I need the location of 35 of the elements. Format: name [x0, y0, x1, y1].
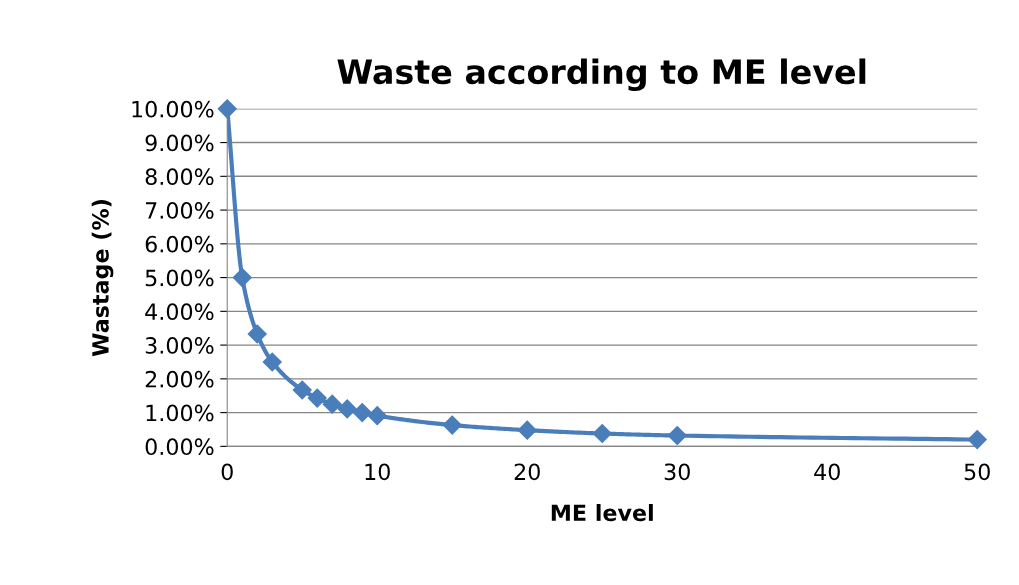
point	[517, 420, 537, 440]
y-axis-title: Wastage (%)	[91, 200, 114, 357]
point	[322, 394, 342, 414]
x-tick-label: 0	[221, 463, 233, 481]
point	[967, 430, 987, 450]
y-tick-label: 0.00%	[145, 438, 214, 456]
y-tick-label: 7.00%	[145, 202, 214, 219]
y-tick-label: 3.00%	[145, 337, 214, 354]
point	[307, 388, 327, 408]
point	[262, 352, 282, 372]
y-tick-label: 10.00%	[132, 100, 214, 118]
y-tick-label: 2.00%	[145, 370, 214, 388]
point	[352, 403, 372, 423]
y-tick-label: 1.00%	[146, 404, 214, 422]
x-tick-label: 30	[664, 463, 690, 481]
point	[337, 399, 357, 419]
chart-title: Waste according to ME level	[337, 58, 866, 91]
point	[442, 415, 462, 435]
y-tick-label: 4.00%	[145, 303, 214, 321]
x-tick-label: 20	[514, 463, 540, 481]
point	[667, 426, 687, 446]
y-tick-label: 5.00%	[145, 269, 214, 287]
point	[232, 268, 252, 288]
y-tick-label: 6.00%	[145, 235, 214, 253]
y-tick-label: 9.00%	[145, 134, 214, 152]
x-axis-title: ME level	[551, 503, 653, 522]
point	[367, 406, 387, 426]
y-tick-label: 8.00%	[145, 168, 214, 186]
x-tick-label: 10	[365, 463, 390, 481]
x-tick-label: 40	[814, 463, 840, 481]
point	[292, 380, 312, 400]
x-tick-label: 50	[964, 463, 990, 481]
point	[592, 423, 612, 444]
point	[217, 99, 237, 119]
point	[247, 324, 267, 344]
